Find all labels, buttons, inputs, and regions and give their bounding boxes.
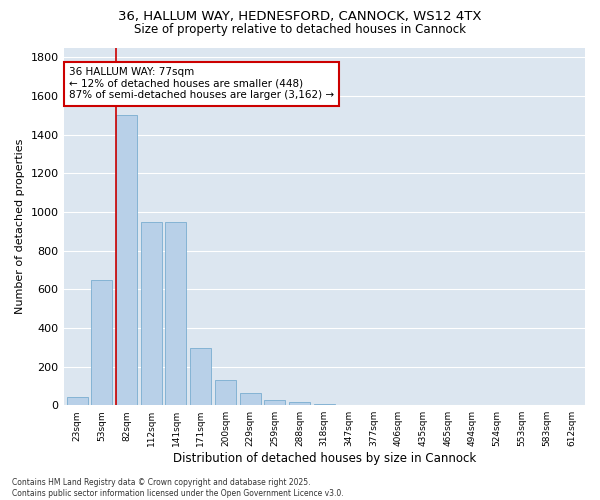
Bar <box>215 380 236 405</box>
Bar <box>190 348 211 405</box>
Bar <box>289 402 310 405</box>
Text: 36, HALLUM WAY, HEDNESFORD, CANNOCK, WS12 4TX: 36, HALLUM WAY, HEDNESFORD, CANNOCK, WS1… <box>118 10 482 23</box>
Bar <box>141 222 162 405</box>
Bar <box>166 222 187 405</box>
Bar <box>314 404 335 405</box>
Text: 36 HALLUM WAY: 77sqm
← 12% of detached houses are smaller (448)
87% of semi-deta: 36 HALLUM WAY: 77sqm ← 12% of detached h… <box>69 67 334 100</box>
Bar <box>91 280 112 405</box>
Bar <box>239 392 260 405</box>
Bar <box>116 115 137 405</box>
X-axis label: Distribution of detached houses by size in Cannock: Distribution of detached houses by size … <box>173 452 476 465</box>
Text: Size of property relative to detached houses in Cannock: Size of property relative to detached ho… <box>134 22 466 36</box>
Bar <box>265 400 286 405</box>
Bar <box>67 398 88 405</box>
Y-axis label: Number of detached properties: Number of detached properties <box>15 138 25 314</box>
Text: Contains HM Land Registry data © Crown copyright and database right 2025.
Contai: Contains HM Land Registry data © Crown c… <box>12 478 344 498</box>
